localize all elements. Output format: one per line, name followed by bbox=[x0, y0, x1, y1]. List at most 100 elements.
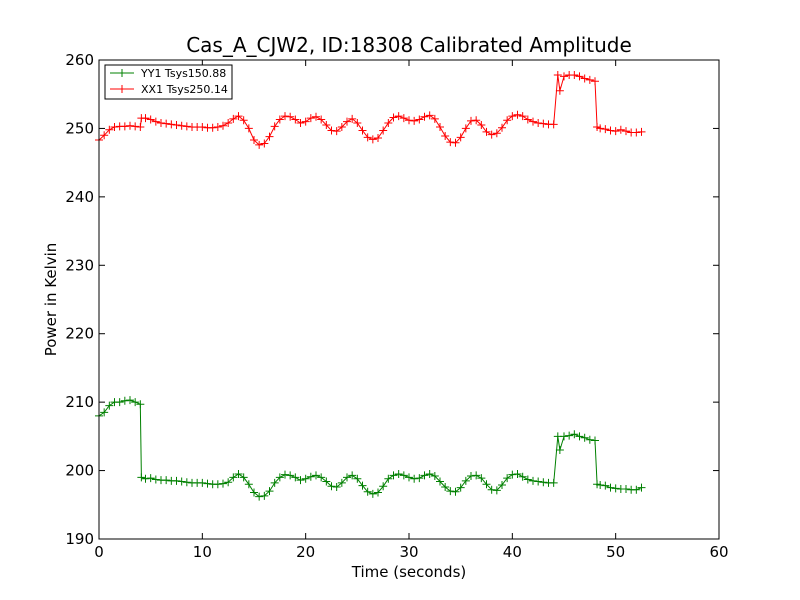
data-point bbox=[399, 114, 408, 123]
data-point bbox=[384, 118, 393, 127]
data-point bbox=[219, 121, 227, 130]
data-point bbox=[244, 124, 253, 133]
data-point bbox=[332, 127, 341, 136]
data-point bbox=[529, 476, 537, 485]
data-point bbox=[596, 480, 605, 489]
data-point bbox=[353, 474, 362, 483]
data-point bbox=[539, 478, 548, 487]
data-point bbox=[224, 118, 233, 127]
data-point bbox=[270, 478, 279, 487]
data-point bbox=[467, 116, 475, 125]
data-point bbox=[120, 396, 129, 405]
data-point bbox=[498, 480, 506, 489]
data-point bbox=[553, 71, 562, 80]
data-point bbox=[622, 485, 630, 494]
data-point bbox=[126, 121, 134, 130]
y-tick-label: 200 bbox=[65, 462, 94, 480]
data-point bbox=[322, 477, 331, 486]
data-point bbox=[606, 126, 615, 135]
data-point bbox=[518, 472, 527, 481]
data-point bbox=[477, 121, 486, 130]
x-tick-label: 20 bbox=[296, 543, 315, 561]
y-axis-label: Power in Kelvin bbox=[42, 243, 60, 357]
data-point bbox=[281, 470, 289, 479]
data-point bbox=[430, 472, 439, 481]
data-point bbox=[410, 116, 419, 125]
data-point bbox=[575, 432, 584, 441]
data-point bbox=[208, 123, 217, 132]
data-point bbox=[291, 115, 300, 124]
data-point bbox=[100, 131, 109, 140]
data-point bbox=[219, 479, 227, 488]
data-point bbox=[275, 115, 284, 124]
data-point bbox=[177, 477, 186, 486]
data-point bbox=[420, 112, 429, 121]
legend: YY1 Tsys150.88 XX1 Tsys250.14 bbox=[104, 64, 233, 100]
data-point bbox=[389, 113, 398, 122]
data-point bbox=[327, 126, 336, 135]
x-tick-label: 30 bbox=[399, 543, 418, 561]
data-point bbox=[224, 478, 233, 487]
data-point bbox=[420, 471, 429, 480]
data-point bbox=[234, 469, 243, 478]
data-point bbox=[115, 398, 124, 407]
data-point bbox=[136, 400, 145, 409]
data-point bbox=[487, 485, 496, 494]
axis-ticks: 0 10 20 30 40 50 60 190 200 210 220 230 240 250 260 bbox=[65, 51, 728, 561]
y-tick-label: 250 bbox=[65, 119, 94, 137]
data-point bbox=[591, 77, 599, 86]
data-point bbox=[312, 112, 320, 121]
data-point bbox=[637, 127, 646, 136]
data-point bbox=[472, 116, 481, 125]
data-point bbox=[585, 435, 594, 444]
data-point bbox=[363, 487, 372, 496]
data-point bbox=[467, 472, 475, 481]
data-point bbox=[162, 476, 171, 485]
data-point bbox=[306, 114, 315, 123]
data-point bbox=[549, 478, 558, 487]
data-point bbox=[141, 114, 150, 123]
data-point bbox=[353, 118, 362, 127]
data-point bbox=[389, 471, 398, 480]
data-point bbox=[337, 123, 346, 132]
data-point bbox=[260, 491, 269, 500]
data-point bbox=[270, 122, 279, 131]
data-point bbox=[632, 128, 641, 137]
data-point bbox=[616, 125, 625, 134]
data-point bbox=[146, 115, 155, 124]
data-point bbox=[131, 122, 140, 131]
data-point bbox=[126, 396, 134, 405]
data-point bbox=[601, 481, 610, 490]
series-yy1 bbox=[95, 396, 646, 501]
data-point bbox=[182, 122, 191, 131]
data-point bbox=[100, 408, 109, 417]
data-point bbox=[539, 119, 548, 128]
data-point bbox=[513, 110, 522, 119]
data-point bbox=[198, 123, 207, 132]
data-point bbox=[503, 474, 512, 483]
data-point bbox=[296, 118, 305, 127]
data-point bbox=[518, 112, 527, 121]
data-point bbox=[425, 469, 434, 478]
data-point bbox=[286, 471, 295, 480]
y-tick-label: 240 bbox=[65, 188, 94, 206]
data-point bbox=[549, 120, 558, 129]
data-point bbox=[151, 117, 160, 126]
data-point bbox=[255, 492, 264, 501]
data-point bbox=[306, 472, 315, 481]
data-point bbox=[596, 124, 605, 133]
data-point bbox=[286, 112, 295, 121]
x-tick-label: 0 bbox=[94, 543, 104, 561]
data-point bbox=[229, 114, 238, 123]
data-point bbox=[141, 474, 150, 483]
data-point bbox=[410, 474, 419, 483]
data-point bbox=[492, 129, 501, 138]
data-point bbox=[622, 127, 630, 136]
data-point bbox=[441, 482, 450, 491]
data-point bbox=[368, 489, 377, 498]
data-point bbox=[198, 478, 207, 487]
data-point bbox=[337, 478, 346, 487]
data-point bbox=[343, 117, 351, 126]
data-point bbox=[415, 474, 424, 483]
